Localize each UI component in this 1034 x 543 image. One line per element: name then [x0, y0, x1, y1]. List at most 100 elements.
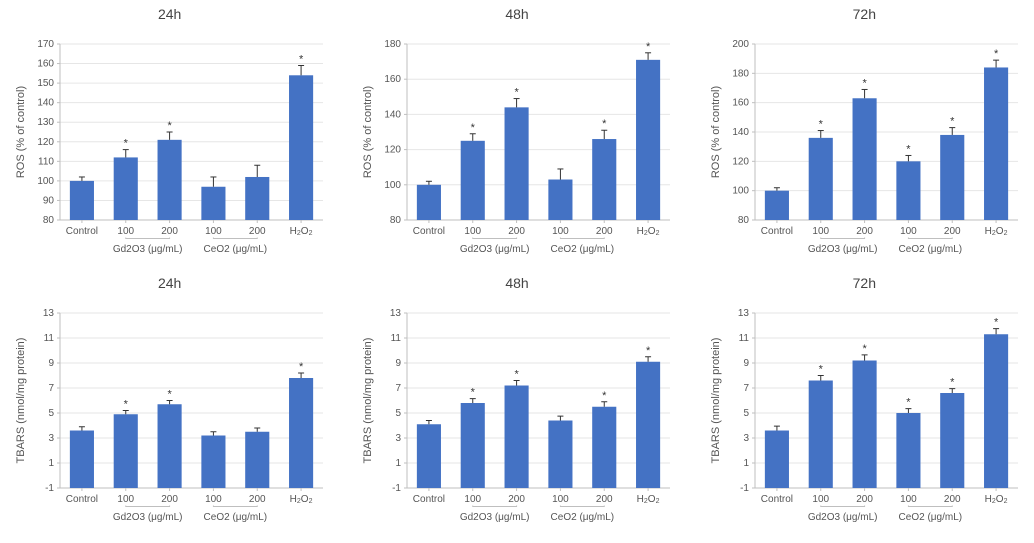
svg-text:200: 200: [249, 494, 266, 505]
significance-star-icon: *: [862, 343, 867, 355]
bar: [201, 436, 225, 489]
svg-text:7: 7: [48, 383, 54, 394]
svg-text:170: 170: [37, 39, 54, 50]
group-label: Gd2O3 (μg/mL): [807, 244, 877, 255]
group-label: CeO2 (μg/mL): [204, 512, 268, 523]
bar: [70, 181, 94, 220]
bar: [289, 75, 313, 220]
bar: [593, 139, 617, 220]
svg-text:5: 5: [48, 408, 54, 419]
chart-area: 80100120140160180Control*100*200100*200*…: [357, 24, 676, 275]
svg-text:1: 1: [396, 458, 402, 469]
bar: [940, 393, 964, 488]
significance-star-icon: *: [515, 369, 520, 381]
chart-svg: -1135791113Control*100*200100200*H2O2Gd2…: [10, 293, 329, 543]
significance-star-icon: *: [167, 389, 172, 401]
significance-star-icon: *: [818, 364, 823, 376]
figure: 24h 8090100110120130140150160170Control*…: [0, 0, 1034, 543]
group-label: CeO2 (μg/mL): [898, 244, 962, 255]
svg-text:7: 7: [396, 383, 402, 394]
row-top: 24h 8090100110120130140150160170Control*…: [10, 6, 1024, 275]
bar: [158, 140, 182, 220]
svg-text:100: 100: [812, 226, 829, 237]
svg-text:11: 11: [738, 333, 749, 344]
bar: [896, 413, 920, 488]
bar: [852, 98, 876, 220]
svg-text:1: 1: [743, 458, 749, 469]
panel-tbars-72h: 72h -1135791113Control*100*200*100*200*H…: [705, 275, 1024, 543]
svg-text:Control: Control: [413, 494, 445, 505]
svg-text:H2O2: H2O2: [984, 226, 1007, 237]
bar: [505, 107, 529, 220]
svg-text:H2O2: H2O2: [637, 226, 660, 237]
bar: [765, 191, 789, 220]
significance-star-icon: *: [994, 317, 999, 329]
svg-text:100: 100: [900, 226, 917, 237]
svg-text:100: 100: [552, 494, 569, 505]
significance-star-icon: *: [950, 377, 955, 389]
svg-text:Control: Control: [760, 226, 792, 237]
svg-text:Control: Control: [66, 494, 98, 505]
svg-text:Control: Control: [413, 226, 445, 237]
svg-text:200: 200: [856, 226, 873, 237]
svg-text:11: 11: [44, 333, 55, 344]
y-axis-label: ROS (% of control): [15, 86, 27, 178]
svg-text:-1: -1: [392, 483, 401, 494]
bar: [114, 157, 138, 220]
group-label: CeO2 (μg/mL): [551, 244, 615, 255]
svg-text:200: 200: [161, 494, 178, 505]
svg-text:100: 100: [900, 494, 917, 505]
svg-text:100: 100: [812, 494, 829, 505]
chart-area: 80100120140160180200Control*100*200*100*…: [705, 24, 1024, 275]
svg-text:100: 100: [205, 494, 222, 505]
significance-star-icon: *: [950, 116, 955, 128]
significance-star-icon: *: [167, 120, 172, 132]
svg-text:120: 120: [385, 145, 402, 156]
svg-text:160: 160: [37, 59, 54, 70]
panel-ros-72h: 72h 80100120140160180200Control*100*200*…: [705, 6, 1024, 275]
group-label: Gd2O3 (μg/mL): [460, 244, 530, 255]
significance-star-icon: *: [515, 87, 520, 99]
svg-text:120: 120: [732, 156, 749, 167]
svg-text:100: 100: [385, 180, 402, 191]
bar: [245, 432, 269, 488]
svg-text:200: 200: [249, 226, 266, 237]
svg-text:150: 150: [37, 78, 54, 89]
significance-star-icon: *: [124, 138, 129, 150]
svg-text:100: 100: [117, 494, 134, 505]
group-label: CeO2 (μg/mL): [204, 244, 268, 255]
significance-star-icon: *: [602, 390, 607, 402]
panel-ros-48h: 48h 80100120140160180Control*100*200100*…: [357, 6, 676, 275]
panel-title: 72h: [705, 6, 1024, 22]
y-axis-label: TBARS (nmol/mg protein): [362, 338, 374, 464]
bar: [549, 180, 573, 220]
svg-text:200: 200: [944, 226, 961, 237]
svg-text:80: 80: [390, 215, 402, 226]
y-axis-label: ROS (% of control): [362, 86, 374, 178]
panel-title: 24h: [10, 275, 329, 291]
svg-text:160: 160: [385, 74, 402, 85]
significance-star-icon: *: [299, 54, 304, 66]
bar: [636, 362, 660, 488]
chart-area: -1135791113Control*100*200100200*H2O2Gd2…: [10, 293, 329, 543]
svg-text:200: 200: [856, 494, 873, 505]
significance-star-icon: *: [602, 118, 607, 130]
bar: [245, 177, 269, 220]
svg-text:3: 3: [48, 433, 54, 444]
svg-text:200: 200: [732, 39, 749, 50]
panel-tbars-24h: 24h -1135791113Control*100*200100200*H2O…: [10, 275, 329, 543]
significance-star-icon: *: [994, 48, 999, 60]
significance-star-icon: *: [299, 361, 304, 373]
bar: [461, 403, 485, 488]
svg-text:90: 90: [43, 195, 55, 206]
bar: [593, 407, 617, 488]
group-label: CeO2 (μg/mL): [551, 512, 615, 523]
y-axis-label: ROS (% of control): [710, 86, 722, 178]
svg-text:100: 100: [552, 226, 569, 237]
bar: [984, 67, 1008, 220]
svg-text:11: 11: [391, 333, 402, 344]
bar: [636, 60, 660, 220]
svg-text:120: 120: [37, 137, 54, 148]
panel-title: 48h: [357, 275, 676, 291]
svg-text:140: 140: [385, 109, 402, 120]
